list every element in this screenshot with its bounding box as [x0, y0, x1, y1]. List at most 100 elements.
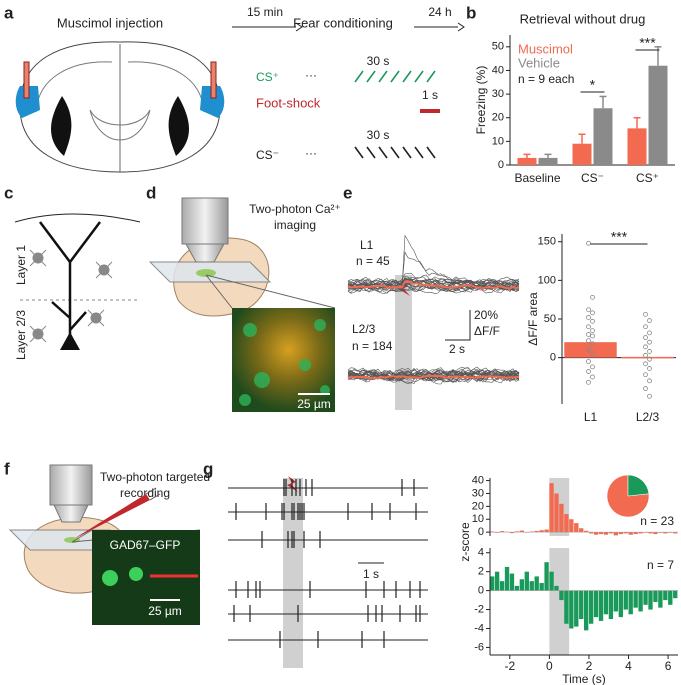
histogram-bar — [633, 590, 638, 608]
bar — [538, 157, 558, 165]
y-tick-label: 100 — [538, 274, 556, 286]
cs-minus-tones — [354, 146, 436, 159]
histogram-bar — [593, 590, 599, 618]
histogram-bar — [490, 576, 495, 591]
panel-labels: a b c d e f g — [4, 3, 476, 478]
panel-title: Two-photon targeted — [100, 470, 210, 484]
scale-label: 25 µm — [148, 604, 182, 618]
histogram-bar — [554, 493, 559, 533]
annotation: n = 23 — [640, 514, 674, 528]
layer-label: Layer 2/3 — [14, 310, 28, 360]
histogram-bar — [653, 532, 658, 535]
histogram-bar — [539, 583, 544, 591]
histogram-bar — [549, 483, 554, 533]
y-tick-label: 0 — [498, 159, 504, 171]
trace — [347, 374, 520, 380]
panel-label: f — [4, 459, 10, 478]
y-tick-label: 40 — [472, 474, 484, 486]
data-point — [643, 311, 648, 317]
histogram-bar — [608, 532, 614, 534]
histogram-bar — [490, 531, 495, 533]
step-text: Fear conditioning — [293, 15, 393, 30]
panel-e-traces: L1 n = 45 L2/3 n = 184 20% ΔF/F 2 s — [347, 234, 520, 410]
histogram-bar — [663, 590, 668, 601]
trace — [347, 276, 520, 288]
x-tick-label: -2 — [504, 659, 515, 673]
cs-plus-label: CS⁺ — [256, 70, 279, 84]
data-point — [643, 344, 648, 350]
histogram-bar — [539, 530, 544, 533]
histogram-bar — [584, 590, 589, 631]
histogram-bar — [588, 532, 594, 534]
data-point — [590, 364, 595, 370]
data-point — [586, 240, 591, 246]
histogram-bar — [509, 532, 515, 534]
panel-g-raster: 1 s — [228, 476, 428, 668]
x-tick-label: Baseline — [514, 171, 560, 185]
layer-label: Layer 1 — [14, 245, 28, 285]
legend-entry: Vehicle — [518, 55, 560, 70]
brain-section — [15, 41, 225, 173]
panel-d: Two-photon Ca²⁺ imaging 25 µm — [148, 197, 341, 412]
histogram-bar — [574, 590, 579, 627]
significance: *** — [611, 229, 628, 245]
histogram-bar — [509, 573, 515, 591]
histogram-bar — [554, 585, 559, 591]
shock-bar — [420, 109, 440, 113]
y-tick-label: 20 — [472, 500, 484, 512]
histogram-bar — [658, 532, 663, 533]
trace — [347, 280, 520, 290]
data-point — [586, 315, 591, 320]
cs-minus-label: CS⁻ — [256, 148, 279, 162]
histogram-bar — [504, 566, 510, 591]
panel-a: Muscimol injection 15 min Fear condition… — [15, 5, 465, 173]
x-tick-label: L2/3 — [636, 410, 660, 424]
histogram-bar — [519, 579, 525, 591]
data-point — [643, 372, 648, 378]
histogram-bar — [514, 585, 520, 591]
trace — [347, 372, 520, 383]
data-point — [586, 347, 591, 353]
bar — [627, 128, 647, 165]
y-tick-label: -6 — [474, 641, 484, 653]
y-tick-label: 30 — [472, 487, 484, 499]
significance: * — [590, 77, 596, 93]
duration-label: 1 s — [422, 88, 438, 102]
y-tick-label: -2 — [474, 603, 484, 615]
histogram-bar — [544, 529, 549, 533]
histogram-bar — [648, 532, 653, 534]
histogram-bar — [514, 531, 520, 533]
histogram-bar — [564, 514, 569, 533]
histogram-bar — [673, 532, 678, 534]
dots: ··· — [305, 68, 317, 82]
histogram-bar — [638, 590, 643, 612]
panel-c: Layer 1 Layer 2/3 — [14, 213, 141, 360]
histogram-bar — [643, 590, 648, 605]
pie-slice — [627, 474, 650, 497]
data-point — [586, 332, 591, 337]
bar — [517, 157, 537, 165]
significance: *** — [639, 35, 656, 51]
histogram-bar — [549, 571, 554, 591]
panel-label: b — [466, 3, 476, 22]
y-axis-label: Freezing (%) — [474, 66, 488, 135]
data-point — [643, 361, 648, 367]
histogram-bar — [494, 571, 500, 591]
panel-label: e — [343, 183, 352, 202]
histogram-bar — [569, 519, 574, 533]
trace — [347, 276, 520, 286]
y-tick-label: 0 — [550, 352, 556, 364]
legend-entry: Muscimol — [518, 41, 573, 56]
x-tick-label: L1 — [584, 410, 598, 424]
panel-label: g — [203, 459, 213, 478]
scale-label: 25 µm — [297, 397, 331, 411]
y-axis-label: ΔF/F area — [526, 292, 540, 346]
panel-label: c — [4, 183, 13, 202]
histogram-bar — [623, 590, 628, 610]
data-point — [647, 330, 652, 336]
scale-label: ΔF/F — [474, 324, 500, 338]
histogram-bar — [623, 532, 628, 534]
histogram-bar — [668, 590, 673, 605]
histogram-bar — [663, 532, 668, 534]
data-point — [647, 366, 652, 371]
